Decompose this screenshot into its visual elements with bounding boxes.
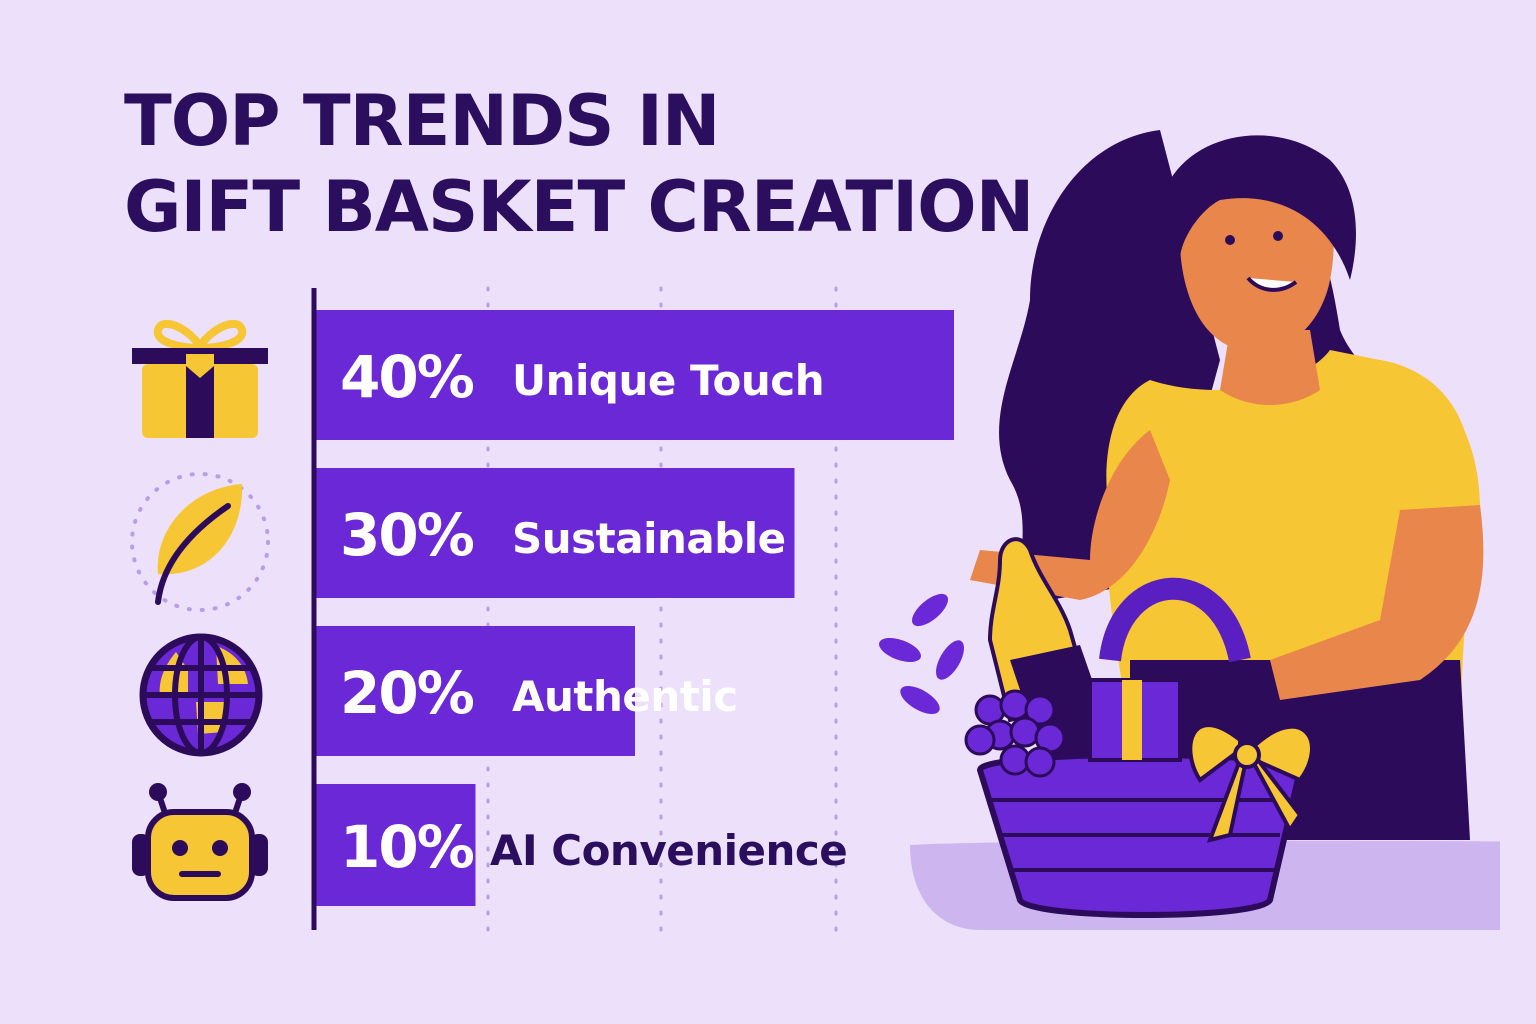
bar-ai-convenience: [316, 784, 476, 906]
gift-box-icon: [132, 319, 268, 438]
chart-title: TOP TRENDS IN GIFT BASKET CREATION: [124, 78, 1034, 250]
leaf-icon: [130, 472, 270, 612]
bar-sustainable: [316, 468, 795, 598]
globe-icon: [139, 633, 263, 757]
chart-title-line-1: TOP TRENDS IN: [124, 80, 721, 162]
value-label: 30%: [340, 501, 474, 569]
category-label: Unique Touch: [512, 356, 824, 405]
woman-with-basket-illustration: [879, 130, 1500, 930]
bar-authentic: [316, 626, 635, 756]
category-label: Authentic: [512, 672, 738, 721]
bar-chart: 40% Unique Touch 30% Sustainable 20% Authenti…: [311, 286, 954, 932]
robot-icon: [132, 783, 268, 901]
value-label: 20%: [340, 659, 474, 727]
category-label: Sustainable: [512, 514, 786, 563]
chart-title-line-2: GIFT BASKET CREATION: [124, 166, 1034, 248]
bar-unique-touch: [316, 310, 954, 440]
value-label: 10%: [340, 813, 474, 881]
category-label: AI Convenience: [490, 826, 847, 875]
value-label: 40%: [340, 343, 474, 411]
